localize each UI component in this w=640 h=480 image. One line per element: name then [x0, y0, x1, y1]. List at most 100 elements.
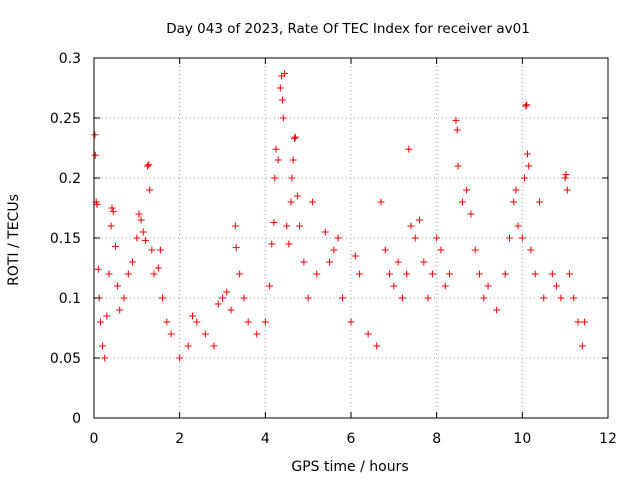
data-point [523, 101, 531, 109]
data-point [527, 246, 535, 254]
data-point [512, 186, 520, 194]
data-point [93, 200, 101, 208]
data-point [501, 270, 509, 278]
data-point [561, 174, 569, 182]
data-point [480, 294, 488, 302]
y-tick-label: 0.3 [59, 51, 81, 67]
data-point [453, 126, 461, 134]
data-point [463, 186, 471, 194]
y-tick-label: 0.2 [59, 171, 81, 187]
y-tick-label: 0.15 [50, 231, 81, 247]
data-point [146, 186, 154, 194]
data-point [137, 216, 145, 224]
data-point [386, 270, 394, 278]
data-point [253, 330, 261, 338]
data-point [272, 145, 280, 153]
data-points [91, 70, 588, 362]
data-point [156, 246, 164, 254]
data-point [96, 318, 104, 326]
data-point [471, 246, 479, 254]
data-point [139, 228, 147, 236]
x-tick-label: 6 [347, 431, 356, 447]
data-point [184, 342, 192, 350]
data-point [428, 270, 436, 278]
data-point [111, 242, 119, 250]
x-tick-label: 2 [175, 431, 184, 447]
data-point [398, 294, 406, 302]
data-point [105, 270, 113, 278]
data-point [270, 218, 278, 226]
data-point [326, 258, 334, 266]
data-point [114, 282, 122, 290]
data-point [416, 216, 424, 224]
data-point [407, 222, 415, 230]
x-tick-label: 4 [261, 431, 270, 447]
chart-title: Day 043 of 2023, Rate Of TEC Index for r… [166, 21, 530, 37]
y-axis-label: ROTI / TECUs [6, 194, 22, 286]
data-point [420, 258, 428, 266]
data-point [540, 294, 548, 302]
data-point [403, 270, 411, 278]
data-point [510, 198, 518, 206]
data-point [271, 174, 279, 182]
data-point [514, 222, 522, 230]
data-point [261, 318, 269, 326]
data-point [308, 198, 316, 206]
data-point [454, 162, 462, 170]
data-point [276, 84, 284, 92]
y-tick-label: 0.1 [59, 291, 81, 307]
data-point [103, 312, 111, 320]
x-tick-labels: 0 2 4 6 8 10 12 [90, 431, 617, 447]
data-point [159, 294, 167, 302]
data-point [535, 198, 543, 206]
data-point [167, 330, 175, 338]
data-point [145, 161, 153, 169]
data-point [424, 294, 432, 302]
data-point [580, 318, 588, 326]
grid [94, 58, 608, 418]
data-point [291, 133, 299, 141]
data-point [531, 270, 539, 278]
data-point [377, 198, 385, 206]
y-tick-labels: 0 0.05 0.1 0.15 0.2 0.25 0.3 [50, 51, 81, 427]
data-point [285, 240, 293, 248]
data-point [484, 282, 492, 290]
data-point [268, 240, 276, 248]
data-point [109, 208, 117, 216]
data-point [356, 270, 364, 278]
x-tick-label: 10 [513, 431, 531, 447]
data-point [223, 288, 231, 296]
data-point [99, 342, 107, 350]
data-point [91, 151, 99, 159]
data-point [289, 156, 297, 164]
data-point [493, 306, 501, 314]
data-point [101, 354, 109, 362]
data-point [300, 258, 308, 266]
data-point [281, 70, 289, 78]
data-point [107, 222, 115, 230]
data-point [467, 210, 475, 218]
x-tick-label: 8 [432, 431, 441, 447]
data-point [227, 306, 235, 314]
data-point [381, 246, 389, 254]
data-point [296, 222, 304, 230]
data-point [570, 294, 578, 302]
data-point [452, 116, 460, 124]
data-point [274, 156, 282, 164]
data-point [330, 246, 338, 254]
data-point [351, 252, 359, 260]
y-tick-label: 0.25 [50, 111, 81, 127]
data-point [288, 174, 296, 182]
data-point [108, 204, 116, 212]
data-point [476, 270, 483, 278]
data-point [219, 294, 226, 302]
data-point [279, 114, 287, 122]
data-point [240, 294, 248, 302]
x-tick-label: 0 [90, 431, 99, 447]
data-point [548, 270, 556, 278]
data-point [94, 265, 102, 273]
data-point [244, 318, 252, 326]
x-tick-label: 12 [599, 431, 617, 447]
data-point [563, 186, 571, 194]
data-point [150, 270, 158, 278]
